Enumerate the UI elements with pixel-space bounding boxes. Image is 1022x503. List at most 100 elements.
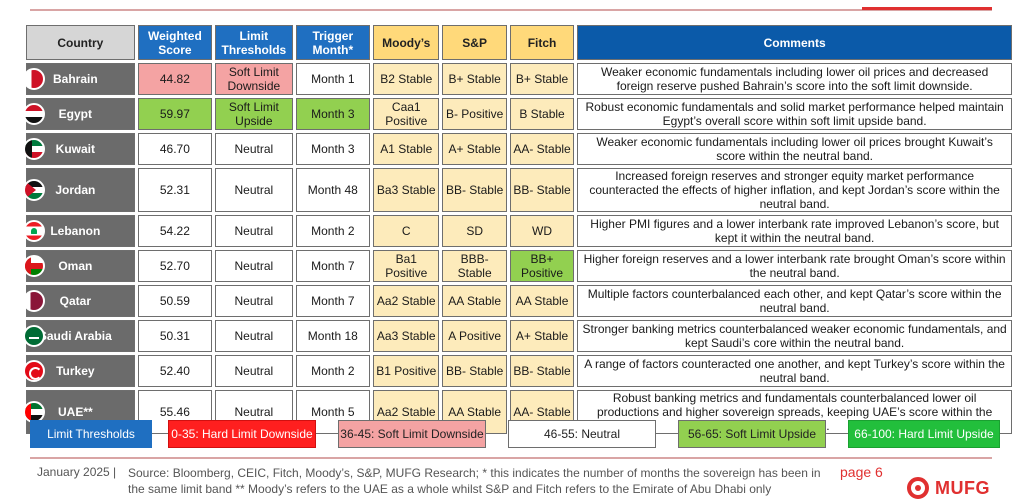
country-cell: Lebanon bbox=[23, 215, 135, 247]
country-name: Oman bbox=[58, 259, 93, 273]
fitch-rating-cell: B Stable bbox=[509, 98, 575, 130]
lebanon-flag-icon bbox=[23, 220, 45, 242]
comment-cell: Robust economic fundamentals and solid m… bbox=[577, 98, 1012, 130]
fitch-rating-cell: B+ Stable bbox=[509, 63, 575, 95]
egypt-flag-icon bbox=[23, 103, 45, 125]
saudi-arabia-flag-icon bbox=[23, 325, 45, 347]
footer-source-note: Source: Bloomberg, CEIC, Fitch, Moody’s,… bbox=[128, 466, 821, 496]
trigger-month-cell: Month 2 bbox=[295, 215, 371, 247]
moodys-rating-cell: Ba1 Positive bbox=[373, 250, 440, 282]
limit-threshold-cell: Soft Limit Upside bbox=[215, 98, 293, 130]
limit-threshold-cell: Neutral bbox=[215, 215, 293, 247]
trigger-month-cell: Month 7 bbox=[295, 250, 371, 282]
weighted-score-cell: 52.40 bbox=[137, 355, 213, 387]
weighted-score-cell: 52.31 bbox=[137, 168, 213, 212]
country-name: Qatar bbox=[59, 294, 92, 308]
moodys-rating-cell: Aa2 Stable bbox=[373, 285, 440, 317]
country-cell: Bahrain bbox=[23, 63, 135, 95]
top-divider bbox=[30, 9, 992, 11]
fitch-rating-cell: BB- Stable bbox=[509, 168, 575, 212]
sp-rating-cell: BB- Stable bbox=[442, 168, 507, 212]
country-name: Saudi Arabia bbox=[38, 329, 112, 343]
trigger-month-cell: Month 2 bbox=[295, 355, 371, 387]
country-name: Egypt bbox=[58, 107, 92, 121]
limit-threshold-cell: Neutral bbox=[215, 355, 293, 387]
comment-cell: Increased foreign reserves and stronger … bbox=[577, 168, 1012, 212]
table-row: Lebanon 54.22 Neutral Month 2 C SD WD Hi… bbox=[23, 215, 1012, 247]
comment-cell: Higher foreign reserves and a lower inte… bbox=[577, 250, 1012, 282]
moodys-rating-cell: A1 Stable bbox=[373, 133, 440, 165]
mufg-logo-text: MUFG bbox=[935, 477, 990, 498]
header-sp: S&P bbox=[442, 25, 507, 60]
header-moodys: Moody’s bbox=[373, 25, 440, 60]
weighted-score-cell: 46.70 bbox=[137, 133, 213, 165]
fitch-rating-cell: A+ Stable bbox=[509, 320, 575, 352]
legend-title: Limit Thresholds bbox=[30, 420, 152, 448]
mufg-logo-icon bbox=[907, 477, 929, 499]
fitch-rating-cell: BB- Stable bbox=[509, 355, 575, 387]
moodys-rating-cell: B1 Positive bbox=[373, 355, 440, 387]
fitch-rating-cell: BB+ Positive bbox=[509, 250, 575, 282]
country-name: Bahrain bbox=[52, 72, 98, 86]
table-row: Qatar 50.59 Neutral Month 7 Aa2 Stable A… bbox=[23, 285, 1012, 317]
header-country: Country bbox=[26, 25, 135, 60]
kuwait-flag-icon bbox=[23, 138, 45, 160]
country-name: Jordan bbox=[55, 183, 96, 197]
country-name: Lebanon bbox=[50, 224, 101, 238]
trigger-month-cell: Month 18 bbox=[295, 320, 371, 352]
weighted-score-cell: 44.82 bbox=[137, 63, 213, 95]
moodys-rating-cell: B2 Stable bbox=[373, 63, 440, 95]
country-cell: Turkey bbox=[23, 355, 135, 387]
top-accent-bar bbox=[862, 7, 992, 10]
sp-rating-cell: A Positive bbox=[442, 320, 507, 352]
weighted-score-cell: 50.31 bbox=[137, 320, 213, 352]
table-row: Egypt 59.97 Soft Limit Upside Month 3 Ca… bbox=[23, 98, 1012, 130]
fitch-rating-cell: AA- Stable bbox=[509, 133, 575, 165]
legend-hard-limit-downside: 0-35: Hard Limit Downside bbox=[168, 420, 316, 448]
limit-threshold-cell: Neutral bbox=[215, 168, 293, 212]
moodys-rating-cell: C bbox=[373, 215, 440, 247]
moodys-rating-cell: Caa1 Positive bbox=[373, 98, 440, 130]
sp-rating-cell: B- Positive bbox=[442, 98, 507, 130]
table-row: Kuwait 46.70 Neutral Month 3 A1 Stable A… bbox=[23, 133, 1012, 165]
page-number: page 6 bbox=[840, 464, 883, 480]
weighted-score-cell: 59.97 bbox=[137, 98, 213, 130]
table-row: Bahrain 44.82 Soft Limit Downside Month … bbox=[23, 63, 1012, 95]
sp-rating-cell: B+ Stable bbox=[442, 63, 507, 95]
header-limit-thresholds: Limit Thresholds bbox=[215, 25, 293, 60]
comment-cell: Multiple factors counterbalanced each ot… bbox=[577, 285, 1012, 317]
country-cell: Kuwait bbox=[23, 133, 135, 165]
country-name: Turkey bbox=[56, 364, 95, 378]
trigger-month-cell: Month 1 bbox=[295, 63, 371, 95]
fitch-rating-cell: WD bbox=[509, 215, 575, 247]
legend-neutral: 46-55: Neutral bbox=[508, 420, 656, 448]
limit-threshold-cell: Neutral bbox=[215, 320, 293, 352]
moodys-rating-cell: Aa3 Stable bbox=[373, 320, 440, 352]
sp-rating-cell: BBB- Stable bbox=[442, 250, 507, 282]
weighted-score-cell: 50.59 bbox=[137, 285, 213, 317]
footer-date: January 2025 | bbox=[37, 465, 117, 479]
weighted-score-cell: 52.70 bbox=[137, 250, 213, 282]
table-row: Oman 52.70 Neutral Month 7 Ba1 Positive … bbox=[23, 250, 1012, 282]
table-row: Saudi Arabia 50.31 Neutral Month 18 Aa3 … bbox=[23, 320, 1012, 352]
limit-thresholds-legend: Limit Thresholds 0-35: Hard Limit Downsi… bbox=[30, 420, 1000, 448]
legend-soft-limit-downside: 36-45: Soft Limit Downside bbox=[338, 420, 486, 448]
table-row: Jordan 52.31 Neutral Month 48 Ba3 Stable… bbox=[23, 168, 1012, 212]
limit-threshold-cell: Neutral bbox=[215, 133, 293, 165]
limit-threshold-cell: Soft Limit Downside bbox=[215, 63, 293, 95]
country-name: Kuwait bbox=[55, 142, 95, 156]
qatar-flag-icon bbox=[23, 290, 45, 312]
trigger-month-cell: Month 3 bbox=[295, 98, 371, 130]
country-cell: Oman bbox=[23, 250, 135, 282]
comment-cell: Higher PMI figures and a lower interbank… bbox=[577, 215, 1012, 247]
comment-cell: Weaker economic fundamentals including l… bbox=[577, 133, 1012, 165]
trigger-month-cell: Month 3 bbox=[295, 133, 371, 165]
limit-threshold-cell: Neutral bbox=[215, 250, 293, 282]
trigger-month-cell: Month 48 bbox=[295, 168, 371, 212]
moodys-rating-cell: Ba3 Stable bbox=[373, 168, 440, 212]
oman-flag-icon bbox=[23, 255, 45, 277]
sp-rating-cell: AA Stable bbox=[442, 390, 507, 434]
legend-soft-limit-upside: 56-65: Soft Limit Upside bbox=[678, 420, 826, 448]
weighted-score-cell: 54.22 bbox=[137, 215, 213, 247]
limit-threshold-cell: Neutral bbox=[215, 285, 293, 317]
